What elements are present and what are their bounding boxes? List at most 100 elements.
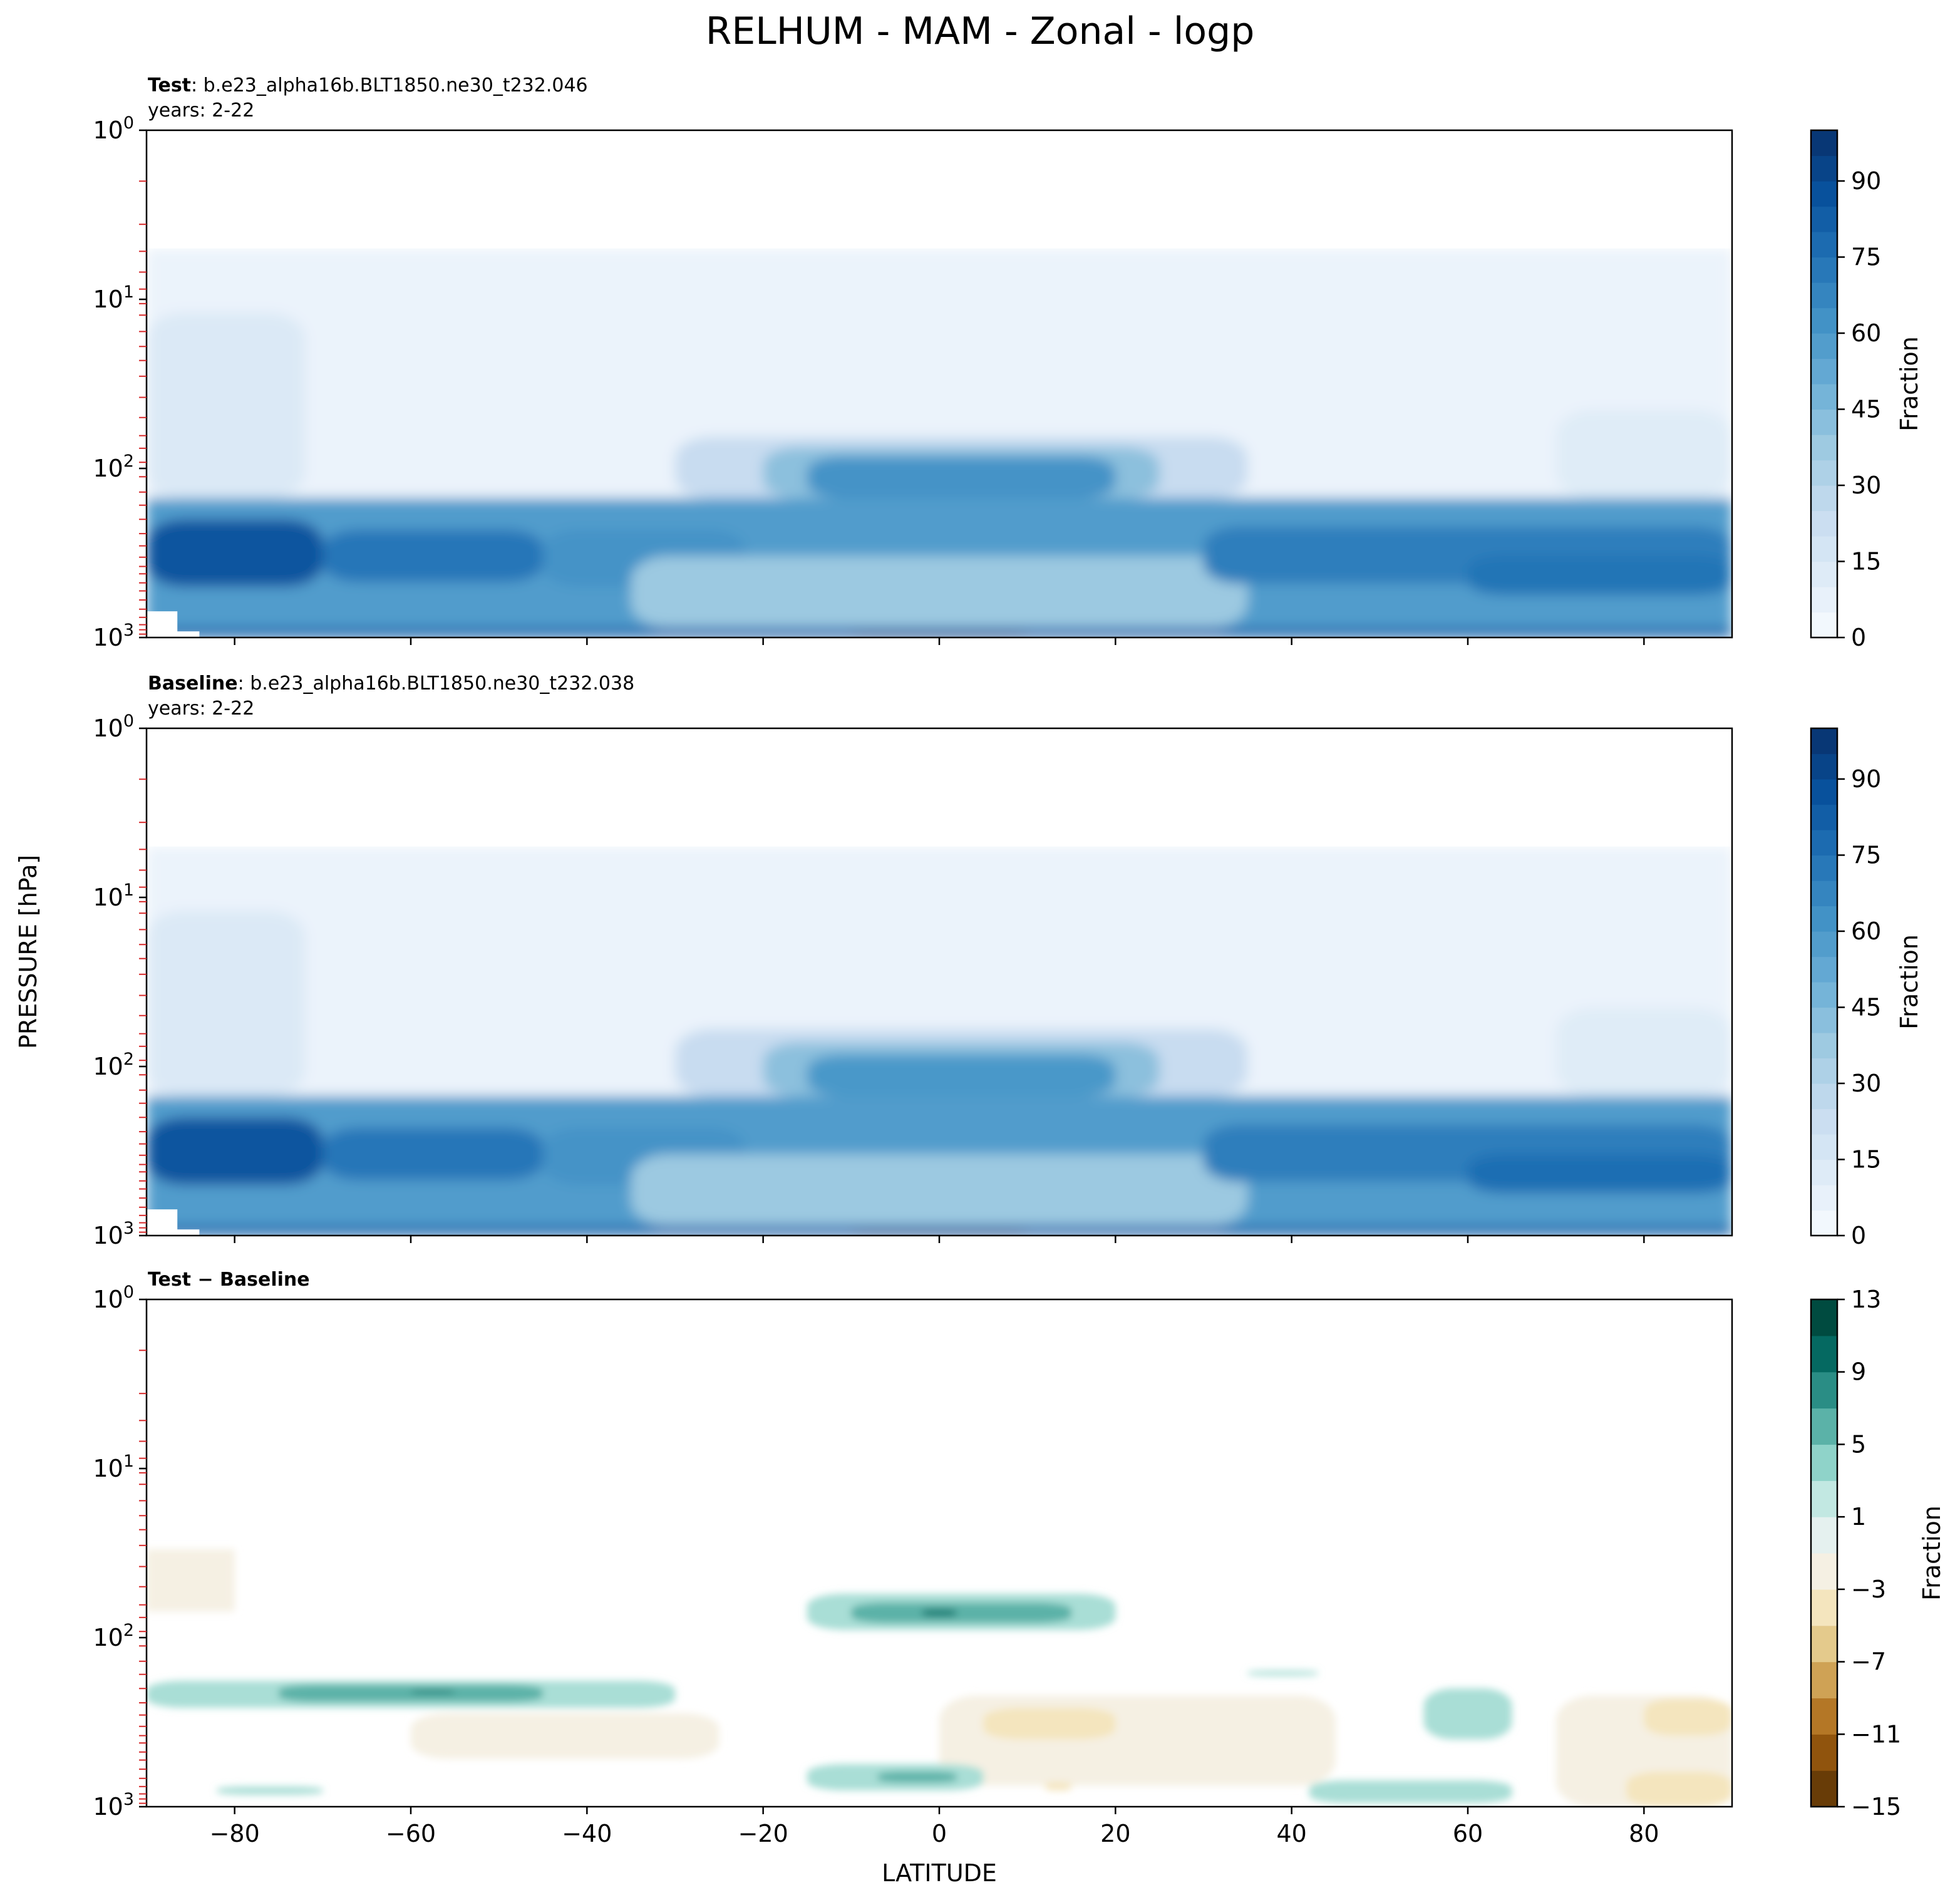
colorbar-tick-label: 75 — [1851, 842, 1881, 869]
colorbar-swatch — [1811, 1335, 1837, 1373]
colorbar-swatch — [1811, 1371, 1837, 1409]
colorbar-swatch — [1811, 830, 1837, 856]
x-tick-label: −20 — [738, 1820, 788, 1847]
colorbar-label: Fraction — [1918, 1505, 1946, 1601]
colorbar-swatch — [1811, 1185, 1837, 1211]
panel-difference-field — [147, 1299, 1732, 1807]
colorbar-swatch — [1811, 1408, 1837, 1445]
panel-test-field — [147, 130, 1732, 638]
contour-region — [411, 1690, 455, 1694]
contour-region — [147, 1549, 235, 1612]
colorbar-label: Fraction — [1896, 336, 1923, 431]
y-tick-label: 102 — [93, 1050, 134, 1080]
contour-region — [1626, 1771, 1732, 1807]
colorbar-swatch — [1811, 1517, 1837, 1554]
contour-region — [807, 456, 1116, 498]
contour-region — [322, 529, 543, 582]
contour-region — [1468, 1154, 1732, 1194]
x-tick-label: 80 — [1629, 1820, 1659, 1847]
colorbar-swatch — [1811, 460, 1837, 486]
contour-region — [851, 631, 1028, 638]
y-tick-label: 101 — [93, 1452, 134, 1482]
panel-baseline-label-case: : b.e23_alpha16b.BLT1850.ne30_t232.038 — [238, 673, 635, 694]
colorbar-tick-label: 90 — [1851, 167, 1881, 195]
colorbar-tick-label: −15 — [1851, 1793, 1901, 1820]
colorbar-swatch — [1811, 333, 1837, 359]
contour-region — [217, 1786, 323, 1795]
x-tick-label: −60 — [386, 1820, 436, 1847]
colorbar-tick-label: 30 — [1851, 472, 1881, 499]
panel-baseline: Baseline: b.e23_alpha16b.BLT1850.ne30_t2… — [93, 673, 1923, 1249]
colorbar-baseline: 0 15 30 45 60 75 90 Fraction — [1810, 727, 1923, 1249]
colorbar-swatch — [1811, 1299, 1837, 1336]
colorbar-swatch — [1811, 561, 1837, 587]
colorbar-swatch — [1811, 956, 1837, 983]
contour-region — [939, 1695, 1336, 1786]
colorbar-swatch — [1811, 130, 1837, 157]
panel-baseline-field — [147, 728, 1732, 1236]
colorbar-swatch — [1811, 982, 1837, 1008]
no-data-region — [147, 1209, 178, 1236]
colorbar-swatch — [1811, 931, 1837, 958]
colorbar-tick-label: 30 — [1851, 1070, 1881, 1097]
colorbar-tick-label: 45 — [1851, 994, 1881, 1021]
contour-region — [1309, 1780, 1512, 1803]
y-tick-label: 103 — [93, 621, 134, 651]
contour-region — [322, 1127, 543, 1180]
colorbar-swatch — [1811, 1444, 1837, 1481]
colorbar-swatch — [1811, 206, 1837, 232]
colorbar-swatch — [1811, 1553, 1837, 1590]
figure-title: RELHUM - MAM - Zonal - logp — [706, 9, 1255, 53]
colorbar-swatch — [1811, 1734, 1837, 1771]
colorbar-frame — [1810, 129, 1839, 639]
colorbar-swatch — [1811, 906, 1837, 932]
contour-region — [631, 1154, 1248, 1226]
colorbar-swatch — [1811, 282, 1837, 309]
contour-region — [147, 1117, 323, 1185]
contour-region — [147, 911, 306, 1097]
colorbar-swatch — [1811, 753, 1837, 780]
y-axis-label: PRESSURE [hPa] — [14, 855, 42, 1049]
colorbar-tick-label: 0 — [1851, 1222, 1866, 1249]
colorbar-tick-label: 9 — [1851, 1358, 1866, 1386]
panel-difference: Test − Baseline 100 101 102 103 −80 −60 −40 −20 0… — [93, 1269, 1946, 1847]
panel-difference-label-bold: Test − Baseline — [148, 1269, 310, 1291]
panel-test: Test: b.e23_alpha16b.BLT1850.ne30_t232.0… — [93, 75, 1923, 651]
colorbar-swatch — [1811, 1698, 1837, 1735]
contour-region — [1423, 1688, 1512, 1740]
colorbar-swatch — [1811, 1661, 1837, 1699]
panel-test-label: Test: b.e23_alpha16b.BLT1850.ne30_t232.0… — [148, 75, 588, 96]
no-data-region — [147, 728, 1732, 847]
no-data-region — [176, 631, 200, 638]
colorbar-tick-label: −3 — [1851, 1576, 1886, 1603]
y-tick-label: 100 — [93, 1283, 134, 1313]
y-tick-label: 101 — [93, 282, 134, 313]
contour-region — [1555, 1008, 1732, 1097]
panel-test-years: years: 2-22 — [148, 100, 254, 121]
colorbar-swatch — [1811, 384, 1837, 410]
colorbar-tick-label: 90 — [1851, 765, 1881, 793]
colorbar-swatch — [1811, 779, 1837, 805]
contour-region — [631, 555, 1248, 627]
colorbar-label: Fraction — [1896, 934, 1923, 1030]
x-tick-label: 20 — [1100, 1820, 1130, 1847]
colorbar-tick-label: 15 — [1851, 1146, 1881, 1174]
contour-region — [807, 1054, 1116, 1097]
colorbar-swatch — [1811, 1108, 1837, 1135]
colorbar-test: 0 15 30 45 60 75 90 Fraction — [1810, 129, 1923, 651]
x-tick-label: −80 — [210, 1820, 260, 1847]
colorbar-swatch — [1811, 485, 1837, 512]
colorbar-swatch — [1811, 232, 1837, 258]
contour-region — [1468, 555, 1732, 596]
colorbar-swatch — [1811, 257, 1837, 283]
colorbar-swatch — [1811, 1058, 1837, 1084]
y-tick-label: 101 — [93, 880, 134, 911]
y-tick-label: 102 — [93, 452, 134, 482]
colorbar-tick-label: 13 — [1851, 1286, 1881, 1313]
colorbar-swatch — [1811, 804, 1837, 830]
colorbar-tick-label: 75 — [1851, 244, 1881, 271]
colorbar-swatch — [1811, 409, 1837, 435]
contour-region — [147, 519, 323, 587]
colorbar-tick-label: 1 — [1851, 1503, 1866, 1531]
